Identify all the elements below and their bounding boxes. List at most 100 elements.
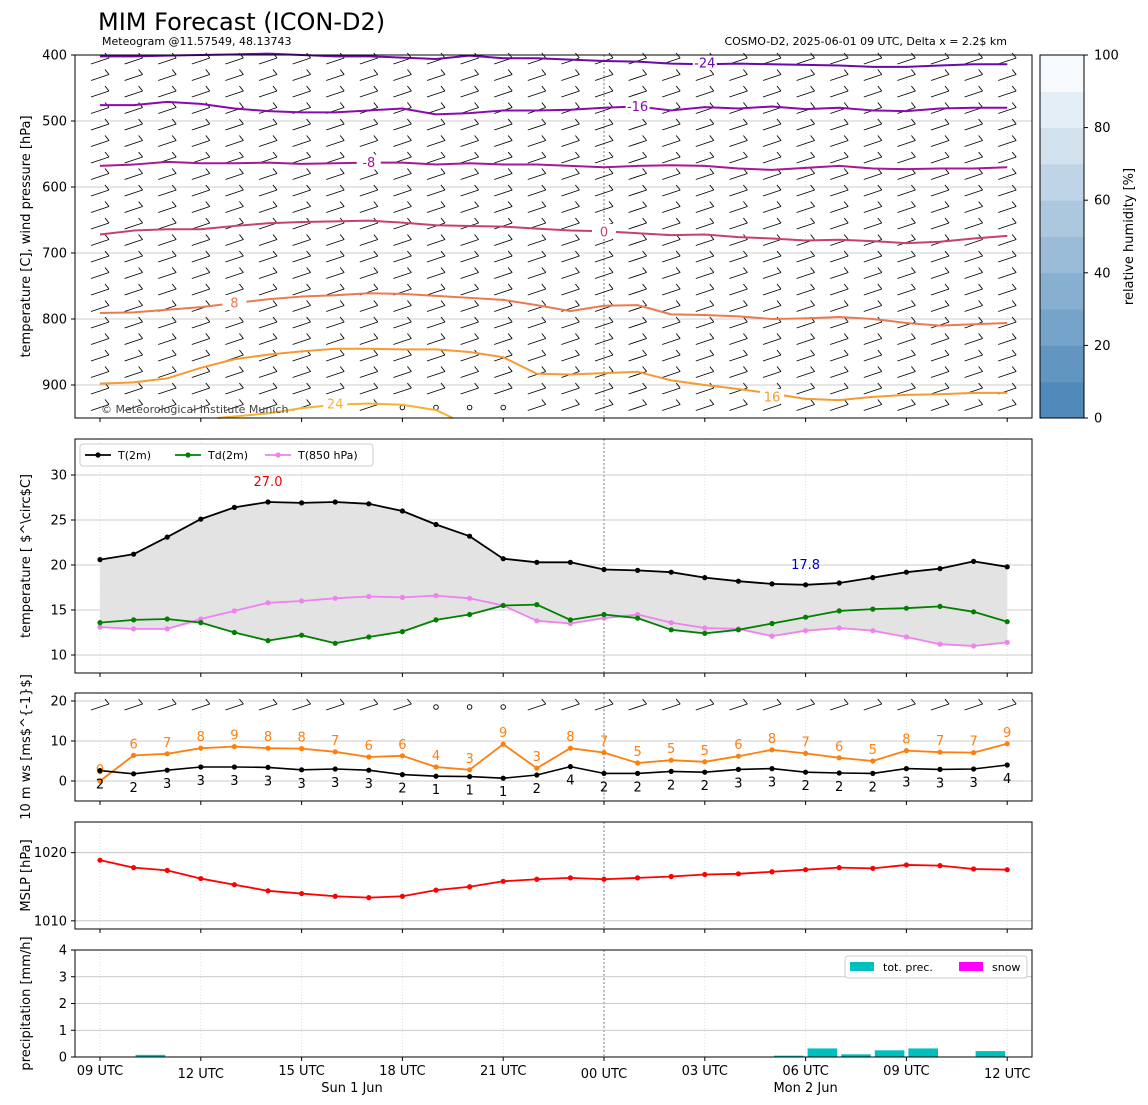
data-point — [567, 620, 574, 627]
wind-barb — [292, 283, 311, 296]
gust-label: 6 — [365, 739, 373, 754]
data-point — [467, 884, 473, 890]
data-point — [332, 499, 338, 505]
wind-barb — [191, 333, 211, 345]
wind-barb — [191, 399, 211, 411]
wind-barb — [124, 201, 143, 213]
data-point — [332, 766, 338, 772]
panel-temperature: 10 15 20 25 30 temperature [ $^\circ$C] 27.0 17… — [19, 438, 1033, 677]
wind-barb — [90, 366, 110, 378]
mean-label: 2 — [129, 781, 137, 796]
wind-barb — [561, 69, 580, 81]
wind-barb — [359, 698, 379, 711]
x-tick-label: 15 UTC — [278, 1064, 324, 1079]
wind-barb — [729, 168, 748, 180]
panel-border — [74, 54, 1033, 419]
data-point — [534, 765, 540, 771]
wind-barb — [594, 118, 614, 131]
wind-barb — [695, 234, 715, 246]
data-point — [198, 616, 204, 622]
data-point — [366, 593, 372, 600]
wind-barb — [258, 151, 278, 164]
data-point — [836, 770, 842, 776]
colorbar-segment — [1040, 55, 1084, 92]
wind-barb — [426, 300, 446, 312]
wind-barb — [628, 168, 647, 180]
wind-barb — [90, 102, 110, 114]
wind-barb — [930, 698, 950, 711]
wind-barb — [594, 69, 614, 81]
wind-barb — [494, 382, 513, 395]
colorbar-segment — [1040, 272, 1084, 310]
wind-barb — [90, 399, 110, 411]
legend-label: Td(2m) — [207, 449, 248, 462]
colorbar-tick-label: 20 — [1094, 339, 1111, 354]
chart-subtitle-right: COSMO-D2, 2025-06-01 09 UTC, Delta x = 2… — [724, 35, 1007, 48]
wind-barb — [897, 300, 916, 312]
wind-barb — [628, 382, 647, 395]
extreme-annotation: 27.0 — [254, 475, 283, 490]
wind-barb — [964, 366, 983, 378]
data-point — [299, 632, 305, 638]
data-point — [702, 625, 708, 631]
data-point — [803, 769, 809, 775]
wind-barb — [561, 366, 580, 378]
wind-barb — [964, 69, 983, 81]
y-axis-label: MSLP [hPa] — [19, 839, 34, 911]
wind-barb — [90, 217, 110, 230]
wind-barb — [729, 399, 748, 411]
data-point — [937, 749, 943, 755]
wind-barb — [662, 316, 681, 329]
wind-barb — [393, 118, 412, 131]
data-point — [903, 569, 910, 575]
colorbar-tick-label: 0 — [1094, 412, 1102, 427]
wind-barb — [561, 151, 580, 164]
wind-barb — [897, 184, 916, 197]
wind-barb — [930, 283, 950, 296]
wind-barb — [258, 234, 278, 246]
wind-barb — [729, 349, 748, 362]
wind-barb — [258, 382, 278, 395]
wind-barb — [191, 151, 211, 164]
wind-barb — [527, 382, 547, 395]
wind-barb — [796, 85, 815, 98]
wind-barb — [796, 349, 815, 362]
wind-barb — [796, 333, 815, 345]
panel-border — [74, 821, 1033, 930]
gust-label: 8 — [264, 730, 272, 745]
wind-barb — [729, 283, 748, 296]
wind-barb — [662, 151, 681, 164]
wind-barb — [830, 366, 849, 378]
wind-barb — [863, 283, 883, 296]
data-point — [131, 752, 137, 759]
wind-barb — [326, 698, 345, 711]
wind-barb — [191, 217, 211, 230]
wind-barb — [326, 349, 345, 362]
precip-bar — [774, 1055, 804, 1057]
x-tick-label: 12 UTC — [984, 1067, 1030, 1082]
wind-barb — [225, 698, 244, 711]
mean-label: 2 — [533, 782, 541, 797]
wind-barb — [796, 217, 815, 230]
data-point — [567, 559, 574, 565]
data-point — [534, 618, 540, 624]
data-point — [836, 580, 842, 586]
mean-label: 3 — [365, 777, 373, 792]
wind-barb — [426, 333, 446, 345]
wind-barb — [258, 283, 278, 296]
wind-barb — [695, 333, 715, 345]
wind-barb — [225, 234, 244, 246]
y-tick-label: 1 — [59, 1024, 67, 1039]
mean-label: 1 — [499, 785, 507, 800]
wind-barb — [662, 333, 681, 345]
isotherm-line — [100, 52, 1008, 68]
data-point — [231, 504, 237, 510]
wind-barb — [426, 349, 446, 362]
wind-barb — [830, 201, 849, 213]
wind-barb — [90, 316, 110, 329]
wind-barb — [326, 366, 345, 378]
wind-barb — [158, 283, 177, 296]
x-tick-label: 00 UTC — [581, 1067, 627, 1082]
wind-barb — [426, 283, 446, 296]
